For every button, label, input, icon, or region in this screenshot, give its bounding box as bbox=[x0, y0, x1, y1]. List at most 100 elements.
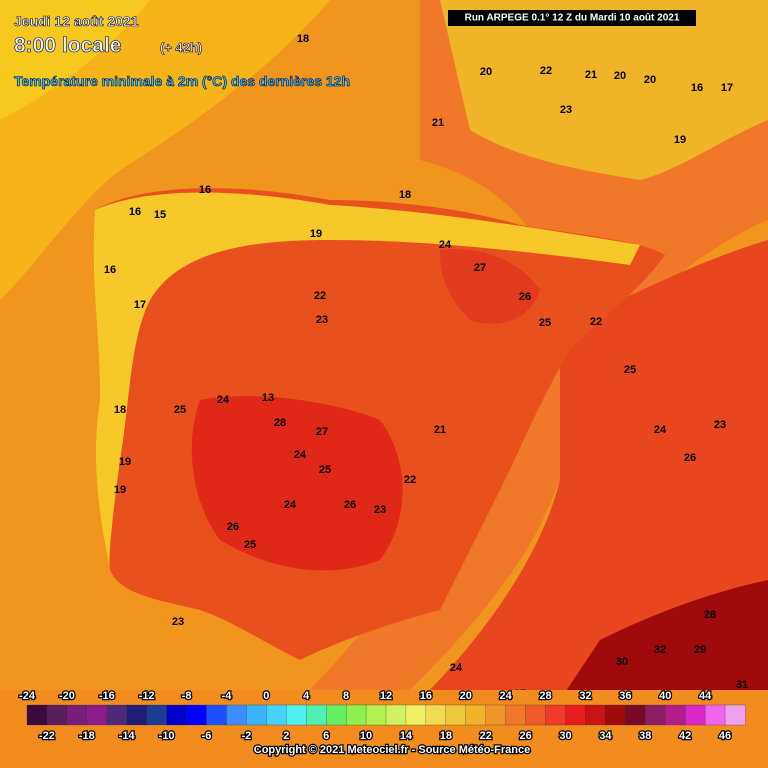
temperature-label: 16 bbox=[691, 82, 703, 94]
temperature-label: 19 bbox=[674, 134, 686, 146]
temperature-label: 24 bbox=[654, 424, 667, 436]
scale-cell bbox=[505, 704, 527, 726]
north-cool-strip bbox=[93, 192, 641, 570]
temperature-label: 17 bbox=[134, 299, 146, 311]
france-south bbox=[440, 0, 768, 180]
temperature-label: 21 bbox=[432, 117, 444, 129]
scale-label-top: 12 bbox=[380, 690, 392, 702]
scale-cell bbox=[46, 704, 68, 726]
scale-panel bbox=[0, 690, 768, 768]
scale-label-top: 44 bbox=[699, 690, 712, 702]
scale-cell bbox=[525, 704, 547, 726]
temperature-label: 28 bbox=[274, 417, 286, 429]
temperature-label: 21 bbox=[434, 424, 446, 436]
scale-cell bbox=[645, 704, 666, 726]
scale-label-bottom: 2 bbox=[283, 730, 289, 742]
scale-label-top: 36 bbox=[619, 690, 631, 702]
temperature-label: 26 bbox=[227, 521, 239, 533]
temperature-label: 27 bbox=[474, 262, 486, 274]
scale-cell bbox=[445, 704, 467, 726]
scale-cell bbox=[86, 704, 108, 726]
scale-label-bottom: -10 bbox=[159, 730, 175, 742]
temperature-label: 25 bbox=[174, 404, 186, 416]
date: Jeudi 12 août 2021 bbox=[14, 13, 139, 29]
temperature-label: 30 bbox=[616, 656, 628, 668]
temperature-label: 16 bbox=[199, 184, 211, 196]
scale-cell bbox=[405, 704, 427, 726]
temperature-label: 25 bbox=[319, 464, 331, 476]
scale-label-top: -20 bbox=[59, 690, 75, 702]
scale-cell bbox=[286, 704, 307, 726]
temperature-label: 23 bbox=[316, 314, 328, 326]
scale-cell bbox=[425, 704, 447, 726]
temperature-label: 16 bbox=[129, 206, 141, 218]
scale-cell bbox=[306, 704, 327, 726]
temperature-label: 13 bbox=[262, 392, 274, 404]
scale-label-bottom: 26 bbox=[519, 730, 531, 742]
scale-label-top: 40 bbox=[659, 690, 671, 702]
scale-cell bbox=[326, 704, 347, 726]
scale-cell bbox=[266, 704, 287, 726]
scale-label-top: 0 bbox=[263, 690, 269, 702]
scale-cell bbox=[345, 704, 367, 726]
scale-label-bottom: 14 bbox=[400, 730, 413, 742]
scale-label-bottom: 42 bbox=[679, 730, 691, 742]
scale-cell bbox=[166, 704, 188, 726]
temperature-label: 32 bbox=[654, 644, 666, 656]
scale-cell bbox=[685, 704, 706, 726]
scale-cell bbox=[246, 704, 267, 726]
scale-label-top: -12 bbox=[139, 690, 155, 702]
scale-cell bbox=[704, 704, 726, 726]
copyright: Copyright © 2021 Meteociel.fr - Source M… bbox=[254, 744, 530, 756]
scale-cell bbox=[186, 704, 208, 726]
scale-cell bbox=[66, 704, 88, 726]
scale-cell bbox=[26, 704, 48, 726]
temperature-label: 16 bbox=[104, 264, 116, 276]
run-info: Run ARPEGE 0.1° 12 Z du Mardi 10 août 20… bbox=[465, 13, 680, 24]
scale-label-bottom: 18 bbox=[440, 730, 452, 742]
scale-cell bbox=[106, 704, 128, 726]
temperature-label: 22 bbox=[404, 474, 416, 486]
scale-label-bottom: 6 bbox=[323, 730, 329, 742]
temperature-label: 22 bbox=[590, 316, 602, 328]
scale-label-bottom: -18 bbox=[79, 730, 95, 742]
temperature-label: 19 bbox=[114, 484, 126, 496]
temperature-label: 21 bbox=[585, 69, 597, 81]
temperature-label: 23 bbox=[172, 616, 184, 628]
scale-label-top: 16 bbox=[420, 690, 432, 702]
scale-label-bottom: 30 bbox=[559, 730, 571, 742]
scale-cell bbox=[365, 704, 387, 726]
scale-label-bottom: 10 bbox=[360, 730, 372, 742]
temperature-label: 20 bbox=[614, 70, 626, 82]
run-banner bbox=[448, 10, 696, 26]
scale-label-bottom: 34 bbox=[599, 730, 612, 742]
scale-cell bbox=[545, 704, 567, 726]
scale-label-top: 32 bbox=[579, 690, 591, 702]
scale-cell bbox=[665, 704, 686, 726]
scale-cell bbox=[126, 704, 148, 726]
atlantic-cooler bbox=[0, 0, 150, 120]
scale-label-bottom: 46 bbox=[719, 730, 731, 742]
interior-warm bbox=[191, 396, 403, 571]
scale-label-bottom: -14 bbox=[119, 730, 136, 742]
scale-label-top: -4 bbox=[222, 690, 233, 702]
temperature-label: 24 bbox=[284, 499, 297, 511]
map-title: Température minimale à 2m (°C) des derni… bbox=[14, 73, 350, 89]
time: 8:00 locale bbox=[14, 34, 121, 57]
scale-label-bottom: -6 bbox=[202, 730, 212, 742]
scale-cell bbox=[625, 704, 646, 726]
temperature-label: 24 bbox=[294, 449, 307, 461]
temperature-label: 26 bbox=[519, 291, 531, 303]
scale-label-top: -16 bbox=[99, 690, 115, 702]
scale-cell bbox=[565, 704, 587, 726]
scale-label-bottom: 22 bbox=[480, 730, 492, 742]
temperature-label: 18 bbox=[297, 33, 309, 45]
scale-cell bbox=[585, 704, 607, 726]
scale-label-bottom: -22 bbox=[39, 730, 55, 742]
temperature-label: 24 bbox=[217, 394, 230, 406]
scale-label-top: -24 bbox=[19, 690, 36, 702]
scale-label-top: 28 bbox=[539, 690, 551, 702]
north-africa bbox=[560, 580, 768, 700]
temperature-label: 25 bbox=[539, 317, 551, 329]
